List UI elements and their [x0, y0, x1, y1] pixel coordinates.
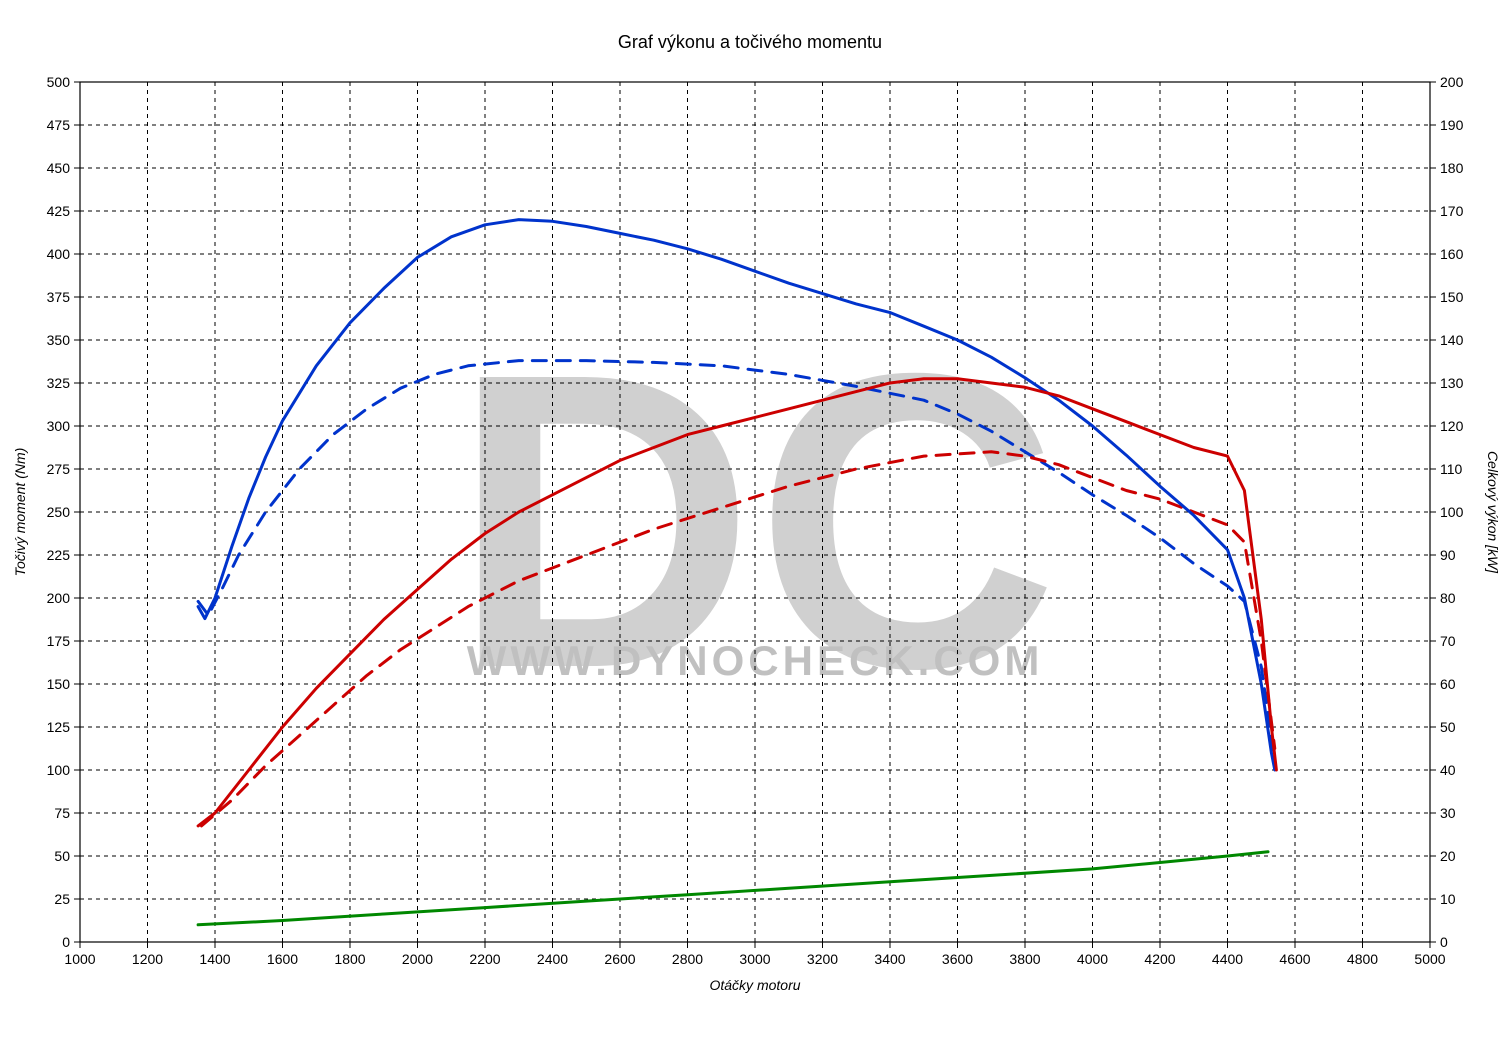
- y-left-tick-label: 150: [47, 676, 71, 692]
- y-left-tick-label: 100: [47, 762, 71, 778]
- y-right-tick-label: 140: [1440, 332, 1464, 348]
- x-axis-title: Otáčky motoru: [709, 977, 800, 993]
- y-left-tick-label: 225: [47, 547, 71, 563]
- x-tick-label: 4600: [1279, 951, 1310, 967]
- y-left-tick-label: 275: [47, 461, 71, 477]
- x-tick-label: 3800: [1009, 951, 1040, 967]
- y-right-tick-label: 200: [1440, 74, 1464, 90]
- y-left-tick-label: 300: [47, 418, 71, 434]
- x-tick-label: 1600: [267, 951, 298, 967]
- y-left-tick-label: 450: [47, 160, 71, 176]
- y-right-tick-label: 150: [1440, 289, 1464, 305]
- x-tick-label: 3000: [739, 951, 770, 967]
- y-right-tick-label: 110: [1440, 461, 1463, 477]
- x-tick-label: 4400: [1212, 951, 1243, 967]
- x-tick-label: 3200: [807, 951, 838, 967]
- y-right-tick-label: 80: [1440, 590, 1456, 606]
- y-right-tick-label: 20: [1440, 848, 1456, 864]
- x-tick-label: 4800: [1347, 951, 1378, 967]
- y-left-tick-label: 350: [47, 332, 71, 348]
- y-right-tick-label: 0: [1440, 934, 1448, 950]
- x-tick-label: 1200: [132, 951, 163, 967]
- y-right-axis-title: Celkový výkon [kW]: [1485, 451, 1500, 574]
- y-right-tick-label: 10: [1440, 891, 1456, 907]
- dyno-chart: DCWWW.DYNOCHECK.COM100012001400160018002…: [0, 0, 1500, 1041]
- y-left-tick-label: 200: [47, 590, 71, 606]
- y-left-tick-label: 0: [62, 934, 70, 950]
- y-left-tick-label: 175: [47, 633, 71, 649]
- y-left-tick-label: 325: [47, 375, 71, 391]
- y-right-tick-label: 120: [1440, 418, 1464, 434]
- y-right-tick-label: 180: [1440, 160, 1464, 176]
- x-tick-label: 1400: [199, 951, 230, 967]
- y-right-tick-label: 130: [1440, 375, 1464, 391]
- chart-title: Graf výkonu a točivého momentu: [618, 32, 882, 52]
- x-tick-label: 1000: [64, 951, 95, 967]
- y-right-tick-label: 100: [1440, 504, 1464, 520]
- y-right-tick-label: 40: [1440, 762, 1456, 778]
- y-left-tick-label: 375: [47, 289, 71, 305]
- x-tick-label: 2800: [672, 951, 703, 967]
- x-tick-label: 2200: [469, 951, 500, 967]
- y-left-tick-label: 75: [54, 805, 70, 821]
- x-tick-label: 5000: [1414, 951, 1445, 967]
- y-left-tick-label: 50: [54, 848, 70, 864]
- y-left-tick-label: 500: [47, 74, 71, 90]
- y-left-tick-label: 125: [47, 719, 71, 735]
- y-right-tick-label: 170: [1440, 203, 1464, 219]
- y-left-tick-label: 475: [47, 117, 71, 133]
- x-tick-label: 2400: [537, 951, 568, 967]
- y-left-axis-title: Točivý moment (Nm): [12, 448, 28, 577]
- x-tick-label: 4200: [1144, 951, 1175, 967]
- chart-container: DCWWW.DYNOCHECK.COM100012001400160018002…: [0, 0, 1500, 1041]
- x-tick-label: 1800: [334, 951, 365, 967]
- x-tick-label: 3600: [942, 951, 973, 967]
- y-right-tick-label: 190: [1440, 117, 1464, 133]
- grid: [80, 82, 1430, 942]
- y-left-tick-label: 25: [54, 891, 70, 907]
- x-tick-label: 2600: [604, 951, 635, 967]
- y-right-tick-label: 160: [1440, 246, 1464, 262]
- x-tick-label: 2000: [402, 951, 433, 967]
- y-right-tick-label: 60: [1440, 676, 1456, 692]
- x-tick-label: 3400: [874, 951, 905, 967]
- y-right-tick-label: 50: [1440, 719, 1456, 735]
- y-left-tick-label: 425: [47, 203, 71, 219]
- x-tick-label: 4000: [1077, 951, 1108, 967]
- y-right-tick-label: 70: [1440, 633, 1456, 649]
- y-left-tick-label: 400: [47, 246, 71, 262]
- y-right-tick-label: 30: [1440, 805, 1456, 821]
- y-right-tick-label: 90: [1440, 547, 1456, 563]
- y-left-tick-label: 250: [47, 504, 71, 520]
